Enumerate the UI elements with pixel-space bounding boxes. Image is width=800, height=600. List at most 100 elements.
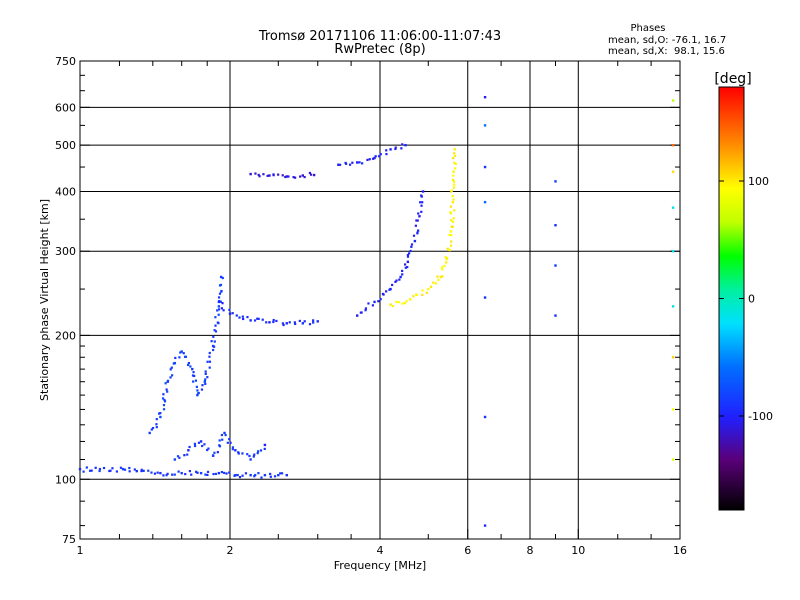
data-point <box>194 470 198 473</box>
data-point <box>285 322 288 325</box>
data-point <box>189 365 192 368</box>
data-point <box>193 374 196 378</box>
data-point <box>420 195 423 198</box>
data-point <box>443 264 446 267</box>
data-point <box>371 304 375 307</box>
data-point <box>671 305 675 308</box>
data-point <box>382 293 385 296</box>
data-point <box>279 472 282 475</box>
data-point <box>418 215 421 218</box>
data-point <box>367 302 370 305</box>
data-point <box>159 471 162 475</box>
data-point <box>450 240 453 243</box>
data-point <box>415 293 418 296</box>
data-point <box>299 175 302 178</box>
data-point <box>231 448 234 451</box>
data-point <box>366 158 369 162</box>
data-point <box>163 400 167 403</box>
y-tick-label: 600 <box>55 101 76 114</box>
data-point <box>444 256 447 259</box>
data-point <box>248 454 251 458</box>
data-point <box>224 433 227 437</box>
data-point <box>453 152 456 155</box>
data-point <box>449 244 453 247</box>
data-point <box>98 467 102 471</box>
data-point <box>421 293 424 296</box>
data-point <box>258 175 261 178</box>
y-tick-label: 400 <box>55 185 76 198</box>
data-point <box>199 440 203 443</box>
data-point <box>446 247 449 250</box>
data-point <box>453 167 457 170</box>
data-point <box>188 469 192 473</box>
data-point <box>200 388 204 391</box>
data-point <box>410 245 413 248</box>
x-tick-label: 6 <box>464 544 471 557</box>
data-point <box>194 379 198 382</box>
data-point <box>238 316 241 319</box>
data-point <box>671 99 675 102</box>
colorbar-tick-label: -100 <box>748 410 773 423</box>
data-point <box>176 455 180 458</box>
data-point <box>234 473 237 477</box>
data-point <box>111 467 114 470</box>
data-point <box>288 321 291 324</box>
data-point <box>218 439 221 442</box>
data-point <box>441 266 444 269</box>
data-point <box>421 190 425 193</box>
data-point <box>190 473 193 476</box>
data-point <box>199 471 203 475</box>
data-point <box>217 471 221 475</box>
x-tick-labels: 1 2 4 6 8 10 16 <box>77 544 688 557</box>
data-point <box>228 471 231 474</box>
data-point <box>165 388 168 391</box>
colorbar-tick-label: 0 <box>748 293 755 306</box>
data-point <box>368 158 371 161</box>
data-point <box>206 473 209 477</box>
data-point <box>177 470 180 473</box>
data-point <box>403 263 407 266</box>
data-point <box>193 444 197 448</box>
data-point <box>256 451 259 455</box>
data-point <box>140 468 143 471</box>
data-point <box>285 473 288 477</box>
data-point <box>287 175 290 178</box>
data-point <box>153 472 157 475</box>
data-point <box>364 307 368 310</box>
data-point <box>405 300 408 303</box>
data-point <box>191 367 194 371</box>
data-point <box>166 379 170 382</box>
data-point <box>159 415 162 419</box>
data-point <box>226 441 229 444</box>
data-point <box>292 176 295 179</box>
data-point <box>452 186 455 189</box>
data-point <box>450 219 453 222</box>
data-point <box>417 229 420 232</box>
data-point <box>207 447 210 450</box>
data-point <box>451 178 455 181</box>
data-point <box>432 281 435 284</box>
data-point <box>171 473 174 476</box>
data-point <box>379 298 382 301</box>
data-point <box>416 231 419 234</box>
data-point <box>257 173 260 177</box>
data-point <box>197 441 201 444</box>
data-point <box>416 219 419 222</box>
data-point <box>204 378 207 381</box>
data-point <box>182 352 185 355</box>
data-point <box>389 303 392 306</box>
data-point <box>554 314 557 317</box>
data-point <box>221 438 224 441</box>
data-point <box>228 312 232 315</box>
data-point <box>217 308 221 311</box>
data-point <box>409 249 412 253</box>
data-point <box>162 474 165 477</box>
data-point <box>394 280 397 283</box>
data-point <box>259 449 263 452</box>
data-point <box>281 322 285 325</box>
data-point <box>401 269 404 273</box>
data-point <box>85 466 88 469</box>
data-point <box>427 287 430 291</box>
y-tick-label: 75 <box>62 533 76 546</box>
data-point <box>671 458 675 461</box>
